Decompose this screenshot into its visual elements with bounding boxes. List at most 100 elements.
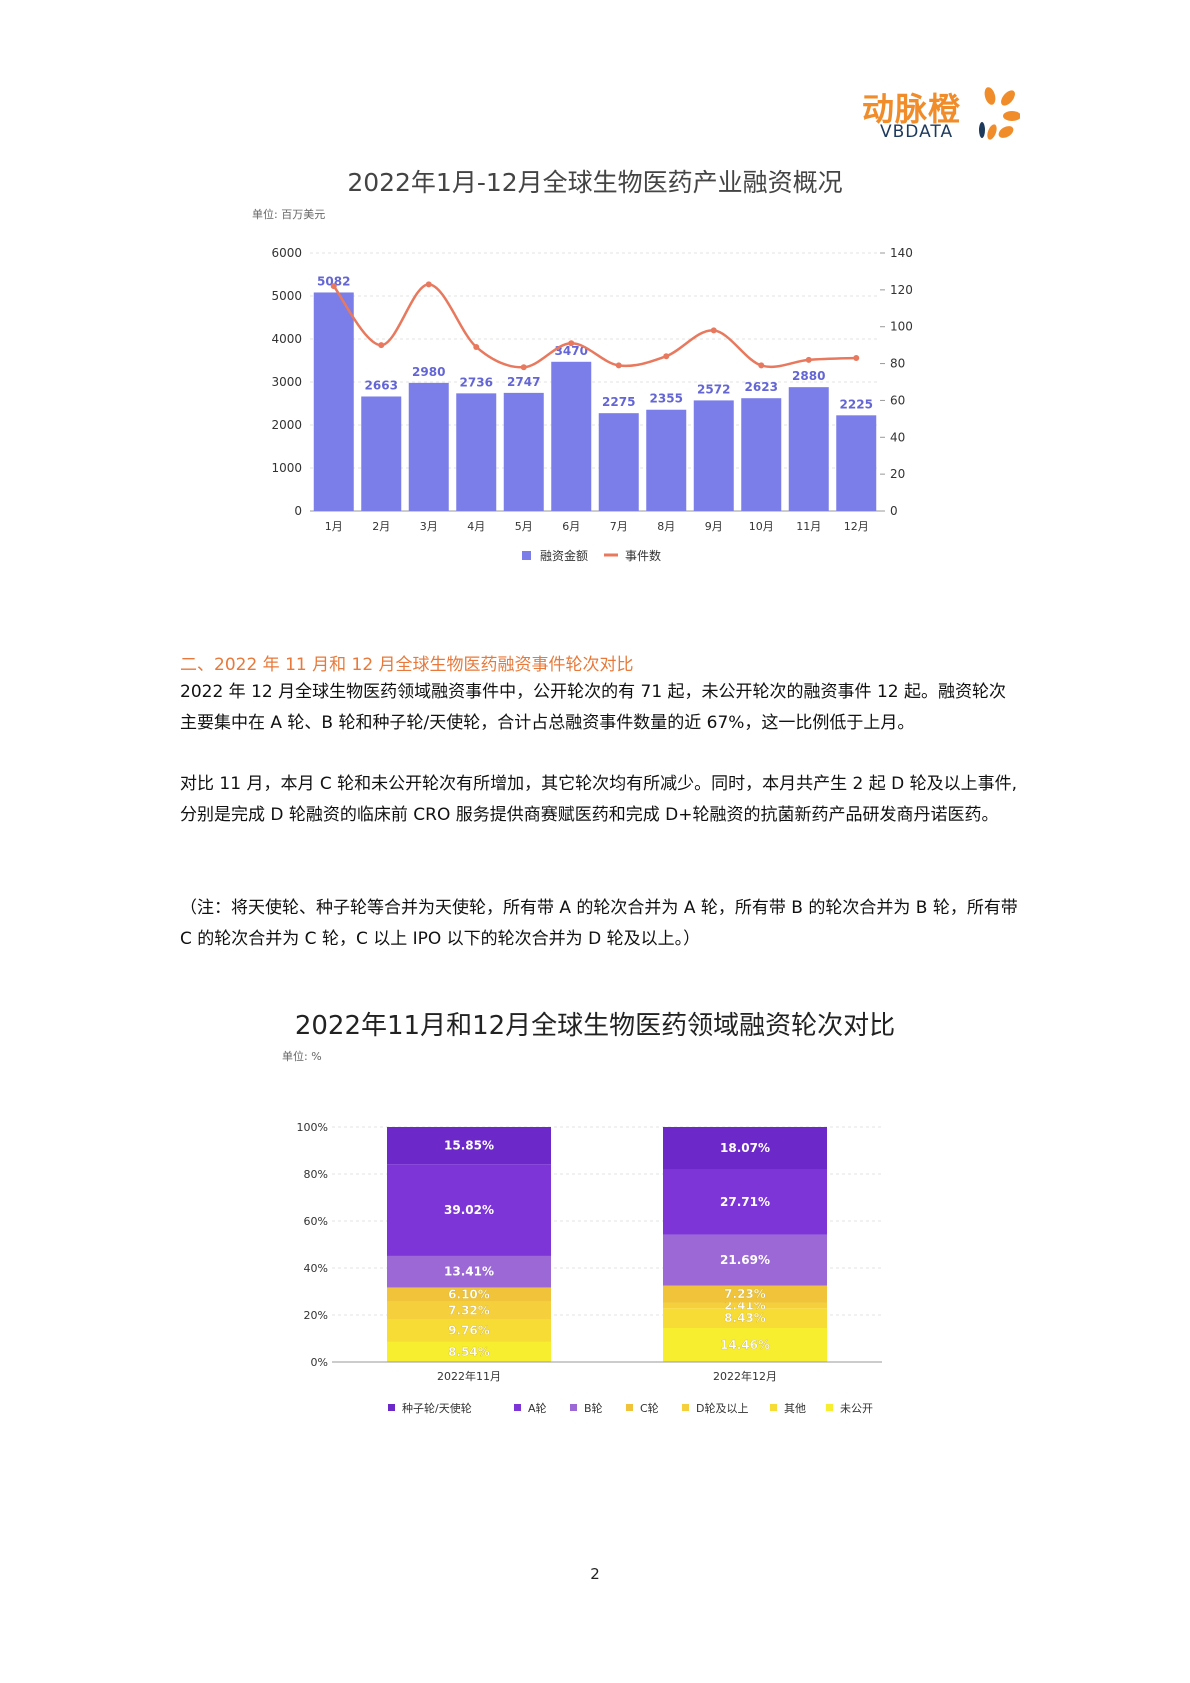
chart2-segment-label: 6.10% xyxy=(448,1288,490,1302)
chart2-segment-label: 7.32% xyxy=(448,1303,490,1317)
chart2-y-tick: 100% xyxy=(297,1121,328,1134)
logo-english-text: VBDATA xyxy=(880,122,954,142)
chart1-yright-tick: 80 xyxy=(890,357,905,371)
chart1-bar xyxy=(646,409,687,511)
chart1-bar-label: 2663 xyxy=(365,378,398,392)
chart2-segment-label: 13.41% xyxy=(444,1265,494,1279)
paragraph-1: 2022 年 12 月全球生物医药领域融资事件中，公开轮次的有 71 起，未公开… xyxy=(180,682,1006,733)
chart1-bar-label: 2980 xyxy=(412,365,445,379)
chart2-legend-label: A轮 xyxy=(528,1401,547,1415)
chart1-x-tick: 4月 xyxy=(467,520,485,533)
chart2-segment-label: 8.54% xyxy=(448,1345,490,1359)
logo-petal-icon xyxy=(979,87,1020,140)
chart1-line-point xyxy=(710,327,717,334)
chart1-unit-label: 单位: 百万美元 xyxy=(252,208,326,221)
chart1-yright-tick: 60 xyxy=(890,393,905,407)
chart2-segment-label: 8.43% xyxy=(724,1311,766,1325)
chart1-line-point xyxy=(853,355,860,362)
chart2-y-tick: 0% xyxy=(311,1356,328,1369)
chart1-line-point xyxy=(425,281,432,288)
chart1-x-tick: 3月 xyxy=(420,520,438,533)
chart2-title: 2022年11月和12月全球生物医药领域融资轮次对比 xyxy=(294,1011,896,1041)
chart1-yleft-tick: 0 xyxy=(294,504,302,518)
chart1-x-tick: 11月 xyxy=(796,520,821,533)
chart1-bar-label: 2623 xyxy=(745,380,778,394)
chart1-line-point xyxy=(615,362,622,369)
chart1-line-point xyxy=(330,283,337,290)
chart1-line-point xyxy=(663,353,670,360)
chart1-bar xyxy=(456,393,497,511)
chart1-x-tick: 5月 xyxy=(515,520,533,533)
chart1-bar-label: 2747 xyxy=(507,375,540,389)
chart1-yright-tick: 100 xyxy=(890,320,913,334)
chart1-yright-tick: 120 xyxy=(890,283,913,297)
chart2-y-tick: 80% xyxy=(304,1168,328,1181)
chart2-legend-swatch xyxy=(514,1404,521,1411)
paragraph-2: 对比 11 月，本月 C 轮和未公开轮次有所增加，其它轮次均有所减少。同时，本月… xyxy=(180,774,1018,825)
chart2-bar-segment xyxy=(663,1234,827,1286)
chart2-legend-swatch xyxy=(626,1404,633,1411)
chart1-bar-label: 2736 xyxy=(460,375,493,389)
chart1-bar xyxy=(836,415,877,511)
vbdata-logo: 动脉橙 VBDATA xyxy=(860,84,1020,144)
chart1-bar xyxy=(693,400,734,511)
chart2-bar-segment xyxy=(387,1255,551,1288)
chart1-bar-label: 2880 xyxy=(792,369,825,383)
paragraph-note: （注：将天使轮、种子轮等合并为天使轮，所有带 A 的轮次合并为 A 轮，所有带 … xyxy=(180,898,1018,949)
chart1-yleft-tick: 4000 xyxy=(271,332,302,346)
chart2-legend-swatch xyxy=(388,1404,395,1411)
chart2-bar-segment xyxy=(387,1287,551,1302)
chart2-segment-label: 39.02% xyxy=(444,1203,494,1217)
chart1-bar xyxy=(598,413,639,511)
chart1-bar xyxy=(788,387,829,511)
logo-chinese-text: 动脉橙 xyxy=(862,90,962,128)
chart2-bar-segment xyxy=(387,1127,551,1165)
chart2-bar-segment xyxy=(663,1302,827,1309)
chart1-series-line xyxy=(332,283,857,369)
chart1-bar-label: 2225 xyxy=(840,397,873,411)
chart1-bar-label: 2275 xyxy=(602,395,635,409)
chart1-x-tick: 12月 xyxy=(844,520,869,533)
chart1-line-point xyxy=(568,340,575,347)
chart1-x-tick: 10月 xyxy=(749,520,774,533)
chart2-bar-segment xyxy=(663,1169,827,1235)
chart1-bar-label: 5082 xyxy=(317,274,350,288)
chart2-bar-segment xyxy=(663,1285,827,1303)
section-heading: 二、2022 年 11 月和 12 月全球生物医药融资事件轮次对比 xyxy=(180,655,634,675)
chart1-yright-tick: 20 xyxy=(890,467,905,481)
chart1-x-tick: 1月 xyxy=(325,520,343,533)
chart2-legend-label: B轮 xyxy=(584,1401,603,1415)
chart1-x-tick: 9月 xyxy=(705,520,723,533)
chart2-legend-label: C轮 xyxy=(640,1401,659,1415)
chart1-x-tick: 7月 xyxy=(610,520,628,533)
chart2-unit-label: 单位: % xyxy=(282,1050,322,1063)
chart2-legend-label: 其他 xyxy=(784,1402,806,1415)
chart2-x-tick: 2022年12月 xyxy=(713,1369,777,1383)
chart2-segment-label: 14.46% xyxy=(720,1338,770,1352)
chart1-bar xyxy=(408,382,449,511)
chart2-bar-segment xyxy=(387,1164,551,1256)
chart2-legend-swatch xyxy=(826,1404,833,1411)
chart2-bar-segment xyxy=(387,1341,551,1362)
chart2-legend-label: 未公开 xyxy=(840,1402,873,1415)
chart1-yright-tick: 40 xyxy=(890,430,905,444)
chart2-segment-label: 7.23% xyxy=(724,1287,766,1301)
chart1-line-point xyxy=(473,343,480,350)
chart1-yright-tick: 0 xyxy=(890,504,898,518)
chart2-y-tick: 40% xyxy=(304,1262,328,1275)
chart1-bar xyxy=(361,396,402,511)
chart1-line-point xyxy=(805,356,812,363)
chart2-legend-swatch xyxy=(570,1404,577,1411)
chart2-legend-label: D轮及以上 xyxy=(696,1401,748,1415)
chart1-bar xyxy=(551,361,592,511)
chart2-legend-swatch xyxy=(682,1404,689,1411)
chart1-legend-label-line: 事件数 xyxy=(625,548,661,563)
chart2-segment-label: 2.41% xyxy=(724,1298,766,1312)
chart2-bar-segment xyxy=(663,1308,827,1329)
chart2-x-tick: 2022年11月 xyxy=(437,1369,501,1383)
chart2-legend-swatch xyxy=(770,1404,777,1411)
chart1-line-point xyxy=(520,364,527,371)
chart1-yleft-tick: 5000 xyxy=(271,289,302,303)
chart1-yleft-tick: 1000 xyxy=(271,461,302,475)
